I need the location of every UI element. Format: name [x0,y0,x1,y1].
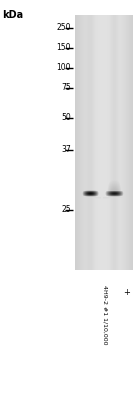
Text: 75: 75 [61,84,71,92]
Text: 4H9-2 #1 1/10,000: 4H9-2 #1 1/10,000 [102,285,108,344]
Text: +: + [124,288,130,297]
Text: 25: 25 [61,206,71,214]
Text: 100: 100 [56,64,71,72]
Text: 50: 50 [61,114,71,122]
Text: 150: 150 [56,44,71,52]
Text: 37: 37 [61,146,71,154]
Text: 250: 250 [56,24,71,32]
Text: kDa: kDa [2,10,23,20]
